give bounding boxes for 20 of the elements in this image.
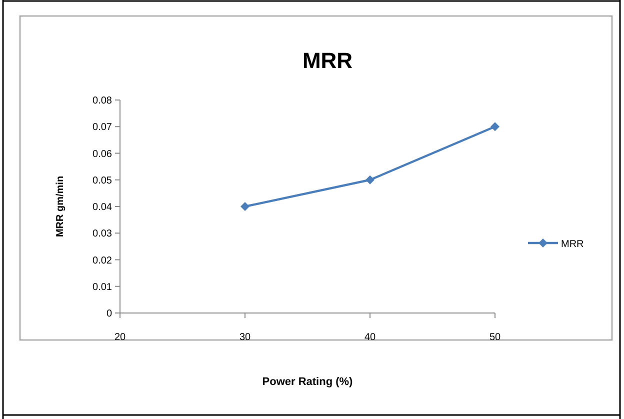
x-tick-label: 40: [364, 332, 376, 343]
x-tick-label: 20: [114, 332, 126, 343]
y-tick-label: 0.05: [92, 175, 112, 186]
y-tick-label: 0.04: [92, 202, 112, 213]
y-tick-label: 0.07: [92, 122, 112, 134]
y-tick-label: 0.02: [92, 255, 112, 266]
y-tick-label: 0.06: [92, 148, 112, 160]
y-tick-label: 0.08: [92, 96, 112, 106]
chart-title: MRR: [302, 48, 353, 73]
x-tick-label: 30: [239, 332, 251, 343]
point: [490, 122, 500, 132]
point: [366, 175, 374, 184]
y-tick-label: 0.01: [92, 282, 112, 293]
y-tick-label: 0: [106, 308, 112, 320]
point: [240, 202, 250, 211]
legend-label: MRR: [561, 239, 584, 250]
y-tick-label: 0.03: [92, 228, 112, 240]
y-axis-title: MRR gm/min: [55, 176, 66, 238]
x-tick-label: 50: [489, 332, 501, 343]
x-axis-title: Power Rating (%): [262, 376, 354, 388]
